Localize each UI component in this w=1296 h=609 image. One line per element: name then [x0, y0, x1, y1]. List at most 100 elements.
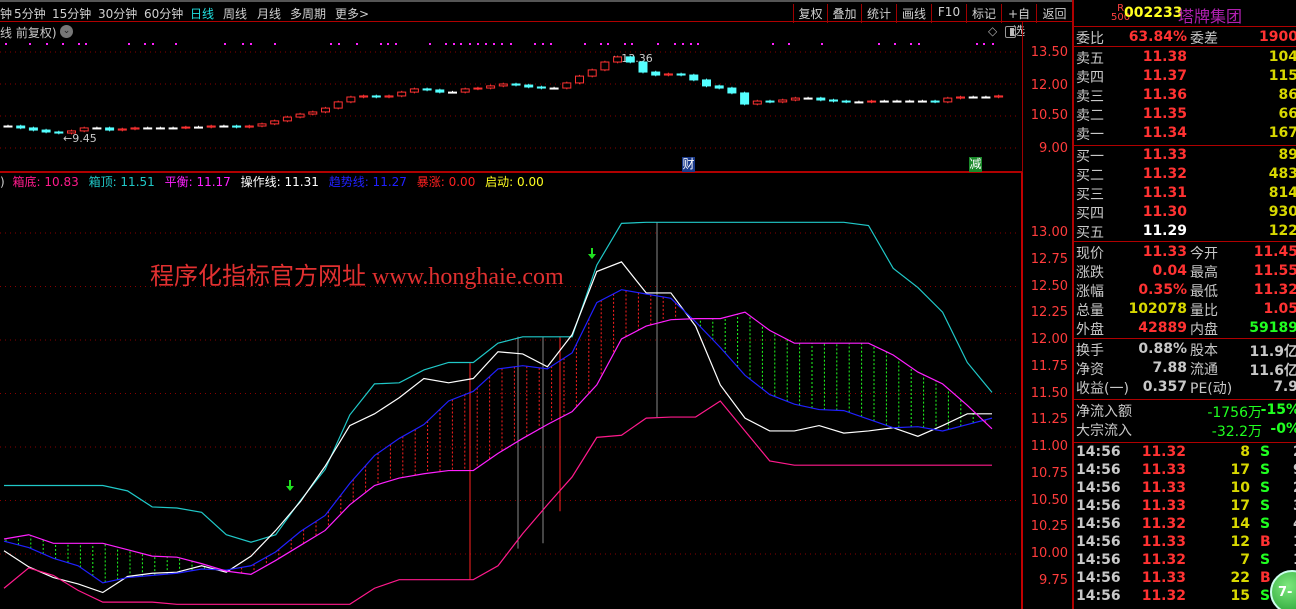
trade-time: 14:56 — [1076, 516, 1121, 532]
level-price: 11.30 — [1142, 204, 1187, 220]
tf-daily[interactable]: 日线 — [190, 7, 215, 21]
candle-body — [219, 125, 229, 128]
legend-box-bottom: 箱底: 10.83 — [12, 175, 79, 189]
trade-volume: 8 — [1240, 444, 1250, 460]
signal-dot — [697, 43, 699, 45]
indicator-tick: 10.25 — [1030, 519, 1068, 535]
indicator-tick: 12.00 — [1030, 332, 1068, 347]
level-volume: 167 — [1268, 125, 1296, 141]
trade-price: 11.33 — [1141, 570, 1186, 586]
trade-time: 14:56 — [1076, 480, 1121, 496]
indicator-prefix: ) — [0, 175, 5, 189]
trade-price: 11.32 — [1141, 444, 1186, 460]
chart-canvas[interactable] — [0, 0, 1022, 609]
draw-button[interactable]: 画线 — [896, 4, 931, 23]
signal-dot — [607, 43, 609, 45]
fundamental-label: 股本 — [1190, 343, 1218, 359]
candle-body — [244, 125, 254, 128]
candle-body — [651, 71, 661, 76]
tf-1min[interactable]: 钟 — [0, 7, 13, 21]
fundamental-label: 换手 — [1076, 343, 1104, 359]
stat-label: 外盘 — [1076, 322, 1104, 338]
signal-dot — [542, 43, 544, 45]
trade-side: B — [1260, 534, 1271, 550]
trade-row: 14:56 11.32 8S 2 — [1074, 444, 1296, 462]
flow-label: 净流入额 — [1076, 404, 1132, 420]
level-label: 卖二 — [1076, 108, 1104, 124]
mark-button[interactable]: 标记 — [966, 4, 1001, 23]
level-label: 买一 — [1076, 149, 1104, 165]
tf-more[interactable]: 更多> — [335, 7, 370, 21]
fundamental-value: 7.88 — [1152, 360, 1187, 376]
signal-dot — [584, 43, 586, 45]
tf-multi[interactable]: 多周期 — [290, 7, 327, 21]
stat-value: 42889 — [1138, 320, 1187, 336]
candle-body — [16, 125, 26, 129]
level-volume: 930 — [1268, 204, 1296, 220]
candle-body — [613, 56, 623, 63]
stat-label: 最高 — [1190, 265, 1218, 281]
tf-5min[interactable]: 5分钟 — [14, 7, 46, 21]
trade-count: 9 — [1293, 462, 1296, 478]
signal-dot — [387, 43, 389, 45]
trade-price: 11.32 — [1141, 516, 1186, 532]
signal-dot — [976, 43, 978, 45]
trade-volume: 12 — [1230, 534, 1250, 550]
financial-report-badge[interactable]: 财 — [682, 157, 695, 172]
weicha-label: 委差 — [1190, 31, 1218, 47]
candle-body — [663, 73, 673, 76]
trade-count: 4 — [1293, 516, 1296, 532]
tf-monthly[interactable]: 月线 — [257, 7, 282, 21]
overlay-button[interactable]: 叠加 — [827, 4, 861, 23]
stock-name: 塔牌集团 — [1178, 7, 1243, 26]
candle-body — [308, 111, 318, 115]
candle-body — [536, 86, 546, 89]
back-button[interactable]: 返回 — [1036, 4, 1072, 23]
toolbar: 钟 5分钟 15分钟 30分钟 60分钟 日线 周线 月线 多周期 更多> 复权… — [0, 0, 1072, 38]
trade-price: 11.33 — [1141, 534, 1186, 550]
diamond-icon[interactable]: ◇ — [988, 24, 998, 38]
tf-15min[interactable]: 15分钟 — [52, 7, 92, 21]
fundamental-value: 11.9亿 — [1249, 344, 1296, 360]
signal-dot — [5, 43, 7, 45]
level-volume: 89 — [1278, 147, 1296, 163]
series-line-趋势线 — [3, 289, 993, 584]
trade-side: S — [1260, 498, 1271, 514]
trade-row: 14:56 11.33 17 S 3 — [1074, 498, 1296, 516]
level-price: 11.36 — [1142, 87, 1187, 103]
indicator-tick: 12.50 — [1030, 278, 1068, 294]
candle-body — [105, 127, 115, 131]
signal-dot — [788, 43, 790, 45]
fuquan-button[interactable]: 复权 — [793, 4, 827, 23]
tf-30min[interactable]: 30分钟 — [98, 7, 138, 21]
trade-volume: 17 — [1230, 462, 1250, 478]
reduction-badge[interactable]: 减 — [969, 157, 982, 172]
signal-dot — [330, 43, 332, 45]
fundamental-label: PE(动) — [1190, 381, 1233, 397]
candle-body — [79, 127, 89, 132]
fundamental-label: 净资 — [1076, 362, 1104, 378]
f10-button[interactable]: F10 — [931, 4, 966, 23]
chevron-down-circle-icon[interactable]: ⌄ — [60, 25, 73, 38]
tf-60min[interactable]: 60分钟 — [144, 7, 184, 21]
series-line-箱顶 — [4, 221, 993, 543]
level-price: 11.32 — [1142, 166, 1187, 182]
signal-dot — [624, 43, 626, 45]
tf-weekly[interactable]: 周线 — [223, 7, 248, 21]
stats-button[interactable]: 统计 — [861, 4, 896, 23]
candle-body — [524, 84, 534, 88]
signal-dot — [250, 43, 252, 45]
candle-body — [917, 100, 927, 103]
signal-dot — [380, 43, 382, 45]
level-volume: 115 — [1268, 68, 1296, 84]
indicator-tick: 10.50 — [1030, 492, 1068, 508]
candle-body — [384, 95, 394, 98]
panel-toggle-icon[interactable] — [1005, 26, 1016, 38]
signal-dot — [395, 43, 397, 45]
candle-body — [422, 88, 432, 91]
candle-body — [892, 100, 902, 103]
candle-body — [333, 101, 343, 109]
axis-divider — [1022, 22, 1023, 172]
level-label: 买四 — [1076, 206, 1104, 222]
stat-value: 102078 — [1128, 301, 1187, 317]
